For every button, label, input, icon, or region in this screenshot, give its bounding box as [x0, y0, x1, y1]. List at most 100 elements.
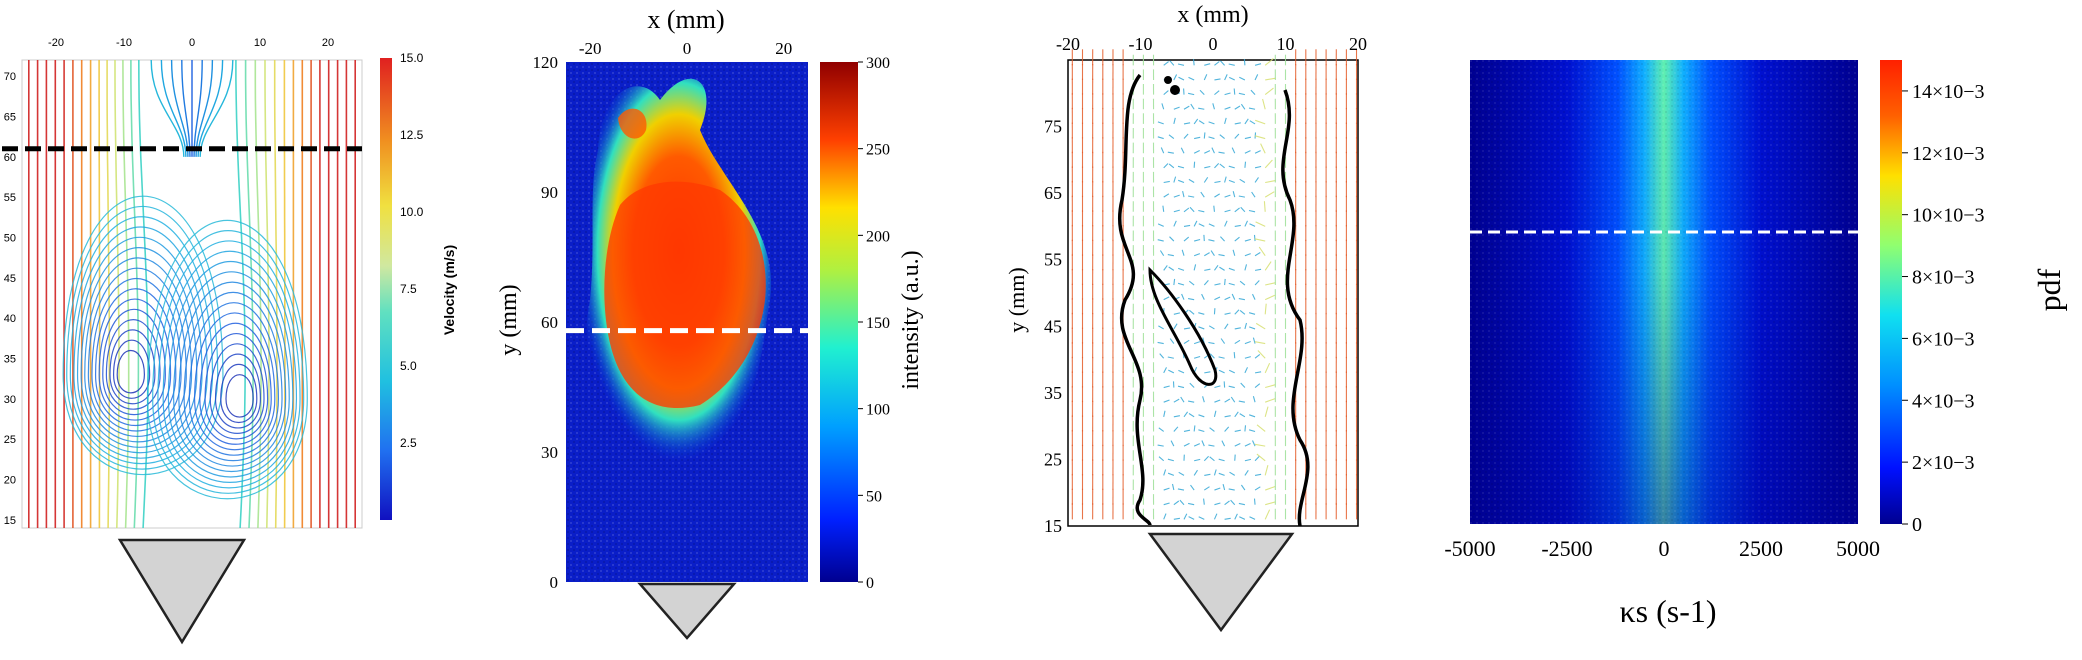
- velocity-vector: [1224, 500, 1230, 506]
- velocity-vector: [1251, 440, 1256, 447]
- velocity-vector: [1228, 267, 1235, 271]
- velocity-vector: [1168, 266, 1175, 271]
- x-tick-label: -20: [48, 37, 64, 49]
- velocity-vector: [1163, 193, 1170, 198]
- velocity-vector: [1234, 133, 1240, 139]
- velocity-vector: [1193, 443, 1201, 447]
- velocity-vector: [1254, 177, 1259, 183]
- velocity-vector: [1253, 234, 1256, 242]
- velocity-vector: [1263, 201, 1266, 212]
- velocity-vector: [1173, 117, 1176, 125]
- vortex-loop: [102, 308, 166, 416]
- velocity-vector: [1204, 252, 1210, 257]
- velocity-vector: [1183, 429, 1191, 433]
- velocity-vector: [1188, 76, 1195, 81]
- velocity-vector: [1254, 455, 1260, 462]
- colorbar-tick-label: 2.5: [400, 436, 417, 450]
- vortex-loop: [62, 195, 224, 475]
- y-tick-label: 30: [541, 443, 558, 462]
- velocity-vector: [1208, 325, 1215, 330]
- colorbar-velocity: [380, 58, 392, 520]
- velocity-vector: [1248, 209, 1256, 213]
- colorbar-tick-label: 10×10−3: [1912, 205, 1985, 227]
- velocity-vector: [1224, 415, 1231, 418]
- y-tick-label: 60: [541, 313, 558, 332]
- velocity-vector: [1167, 151, 1174, 154]
- velocity-vector: [1219, 266, 1225, 271]
- x-axis-label-2: x (mm): [647, 5, 724, 34]
- velocity-vector: [1254, 135, 1266, 140]
- velocity-vector: [1214, 399, 1221, 403]
- velocity-vector: [1167, 254, 1174, 257]
- velocity-vector: [1163, 513, 1167, 520]
- velocity-vector: [1249, 516, 1256, 520]
- velocity-vector: [1177, 165, 1185, 169]
- velocity-vector: [1240, 484, 1246, 491]
- plot-area-3: [1067, 59, 1359, 527]
- x-tick-label: 20: [775, 39, 792, 58]
- velocity-vector: [1167, 472, 1175, 476]
- velocity-vector: [1213, 469, 1217, 476]
- y-tick-label: 120: [533, 53, 559, 72]
- velocity-vector: [1203, 498, 1205, 505]
- flame-core: [604, 181, 766, 408]
- velocity-vector: [1198, 429, 1205, 432]
- y-tick-label: 15: [1044, 516, 1062, 536]
- velocity-vector: [1249, 120, 1256, 125]
- velocity-vector: [1243, 59, 1246, 66]
- velocity-vector: [1181, 293, 1185, 300]
- velocity-vector: [1193, 264, 1197, 271]
- velocity-vector: [1264, 406, 1269, 417]
- velocity-vector: [1255, 119, 1266, 125]
- velocity-vector: [1222, 483, 1226, 491]
- velocity-vector: [1254, 341, 1266, 345]
- y-tick-label: 25: [4, 434, 16, 446]
- velocity-vector: [1157, 341, 1164, 345]
- velocity-vector: [1193, 469, 1198, 476]
- velocity-vector: [1214, 487, 1221, 491]
- velocity-vector: [1232, 191, 1236, 198]
- velocity-vector: [1190, 103, 1195, 110]
- velocity-vector: [1244, 443, 1251, 447]
- velocity-vector: [1224, 92, 1231, 96]
- velocity-vectors: [1071, 49, 1358, 520]
- velocity-vector: [1177, 282, 1185, 286]
- velocity-vector: [1192, 59, 1195, 66]
- velocity-vector: [1198, 223, 1205, 227]
- colorbar-tick-label: 12×10−3: [1912, 143, 1985, 165]
- velocity-vector: [1159, 250, 1165, 257]
- velocity-vector: [1265, 384, 1276, 389]
- velocity-vector: [1234, 207, 1240, 213]
- velocity-vector: [1173, 220, 1177, 227]
- velocity-vector: [1224, 426, 1230, 432]
- y-tick-labels-3: 75 65 55 45 35 25 15: [1044, 117, 1062, 536]
- y-tick-label: 60: [4, 152, 16, 164]
- velocity-vector: [1179, 499, 1185, 506]
- streamline: [244, 60, 254, 529]
- velocity-vector: [1193, 118, 1199, 125]
- velocity-vector: [1163, 163, 1169, 169]
- velocity-vector: [1163, 469, 1167, 476]
- velocity-vector: [1173, 398, 1180, 403]
- velocity-vector: [1202, 396, 1205, 403]
- y-tick-label: 45: [4, 273, 16, 285]
- velocity-vector: [1183, 327, 1191, 330]
- velocity-vector: [1264, 465, 1269, 476]
- vortex-loop: [76, 236, 203, 454]
- velocity-vector: [1254, 473, 1262, 476]
- velocity-vector: [1244, 253, 1251, 257]
- velocity-vector: [1244, 367, 1248, 374]
- velocity-vector: [1208, 239, 1215, 242]
- velocity-vector: [1169, 338, 1175, 344]
- velocity-vector: [1224, 176, 1227, 183]
- y-tick-label: 75: [1044, 117, 1062, 137]
- vortex-loop: [173, 271, 290, 473]
- pdf-noise: [1470, 60, 1858, 524]
- velocity-vector: [1212, 103, 1215, 110]
- x-tick-labels-2: -20 0 20: [579, 39, 792, 58]
- velocity-vector: [1228, 76, 1235, 81]
- velocity-vector: [1254, 165, 1262, 169]
- velocity-vector: [1254, 371, 1262, 374]
- velocity-vector: [1214, 78, 1221, 81]
- velocity-vector: [1188, 178, 1195, 183]
